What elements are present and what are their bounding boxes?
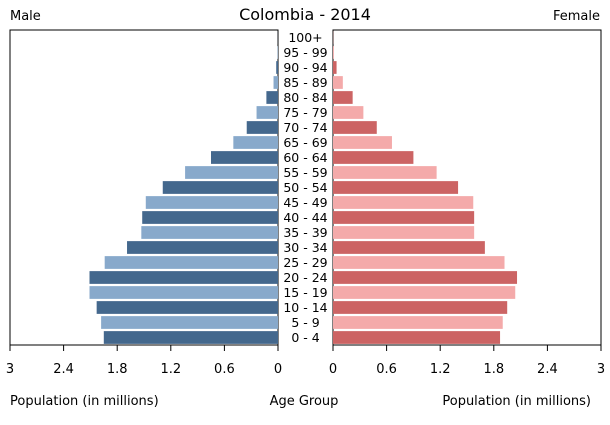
female-bar-25-29 — [333, 256, 505, 269]
male-bar-5-9 — [101, 316, 279, 329]
male-bar-90-94 — [276, 61, 278, 74]
male-bar-0-4 — [103, 331, 278, 344]
age-label-15-19: 15 - 19 — [283, 285, 327, 300]
female-tick-label: 3 — [597, 362, 605, 377]
age-label-65-69: 65 - 69 — [283, 135, 327, 150]
age-label-45-49: 45 - 49 — [283, 195, 327, 210]
female-bar-10-14 — [333, 301, 508, 314]
age-label-75-79: 75 - 79 — [283, 105, 327, 120]
male-side-label: Male — [10, 9, 41, 24]
female-bar-30-34 — [333, 241, 485, 254]
female-bar-60-64 — [333, 151, 414, 164]
female-bar-0-4 — [333, 331, 501, 344]
male-bar-35-39 — [141, 226, 278, 239]
female-tick-label: 1.2 — [430, 362, 451, 377]
age-label-70-74: 70 - 74 — [283, 120, 327, 135]
male-bar-80-84 — [266, 91, 278, 104]
female-bar-75-79 — [333, 106, 364, 119]
female-bar-95-99 — [333, 46, 334, 59]
female-bars — [333, 31, 518, 344]
age-label-40-44: 40 - 44 — [283, 210, 327, 225]
male-tick-label: 0 — [274, 362, 282, 377]
female-bar-55-59 — [333, 166, 437, 179]
female-bar-50-54 — [333, 181, 459, 194]
age-label-85-89: 85 - 89 — [283, 75, 327, 90]
female-bar-5-9 — [333, 316, 503, 329]
male-bar-50-54 — [162, 181, 278, 194]
male-bar-70-74 — [246, 121, 278, 134]
female-bar-65-69 — [333, 136, 392, 149]
male-x-axis-title: Population (in millions) — [10, 394, 159, 409]
female-bar-70-74 — [333, 121, 377, 134]
male-bar-85-89 — [273, 76, 278, 89]
male-bar-60-64 — [211, 151, 278, 164]
female-bar-85-89 — [333, 76, 343, 89]
female-tick-label: 0.6 — [376, 362, 397, 377]
female-x-axis-title: Population (in millions) — [442, 394, 591, 409]
female-bar-80-84 — [333, 91, 353, 104]
male-bar-10-14 — [96, 301, 278, 314]
male-bar-45-49 — [145, 196, 278, 209]
female-tick-label: 0 — [329, 362, 337, 377]
age-label-0-4: 0 - 4 — [291, 330, 319, 345]
male-bars — [89, 31, 279, 344]
male-tick-label: 3 — [6, 362, 14, 377]
age-label-80-84: 80 - 84 — [283, 90, 327, 105]
female-bar-40-44 — [333, 211, 475, 224]
age-label-100plus: 100+ — [288, 30, 322, 45]
male-tick-label: 1.8 — [107, 362, 128, 377]
male-tick-label: 1.2 — [160, 362, 181, 377]
male-bar-65-69 — [233, 136, 278, 149]
male-bar-15-19 — [89, 286, 278, 299]
male-x-axis: 3 2.4 1.8 1.2 0.6 0 — [6, 345, 282, 377]
female-bar-35-39 — [333, 226, 475, 239]
age-label-35-39: 35 - 39 — [283, 225, 327, 240]
age-group-axis-title: Age Group — [270, 394, 339, 409]
male-tick-label: 0.6 — [214, 362, 235, 377]
female-bar-45-49 — [333, 196, 474, 209]
age-label-5-9: 5 - 9 — [291, 315, 319, 330]
female-bar-20-24 — [333, 271, 518, 284]
female-bar-15-19 — [333, 286, 516, 299]
female-tick-label: 1.8 — [483, 362, 504, 377]
age-label-25-29: 25 - 29 — [283, 255, 327, 270]
age-label-55-59: 55 - 59 — [283, 165, 327, 180]
male-bar-40-44 — [142, 211, 278, 224]
age-label-60-64: 60 - 64 — [283, 150, 327, 165]
age-label-20-24: 20 - 24 — [283, 270, 327, 285]
age-label-10-14: 10 - 14 — [283, 300, 327, 315]
age-label-50-54: 50 - 54 — [283, 180, 327, 195]
male-bar-55-59 — [185, 166, 278, 179]
male-bar-20-24 — [89, 271, 278, 284]
male-bar-75-79 — [256, 106, 278, 119]
age-label-30-34: 30 - 34 — [283, 240, 327, 255]
female-bar-90-94 — [333, 61, 337, 74]
age-label-95-99: 95 - 99 — [283, 45, 327, 60]
male-tick-label: 2.4 — [53, 362, 74, 377]
chart-title: Colombia - 2014 — [239, 5, 371, 24]
male-bar-25-29 — [104, 256, 279, 269]
female-side-label: Female — [553, 9, 600, 24]
female-tick-label: 2.4 — [537, 362, 558, 377]
age-label-90-94: 90 - 94 — [283, 60, 327, 75]
female-x-axis: 0 0.6 1.2 1.8 2.4 3 — [329, 345, 605, 377]
male-bar-30-34 — [127, 241, 278, 254]
